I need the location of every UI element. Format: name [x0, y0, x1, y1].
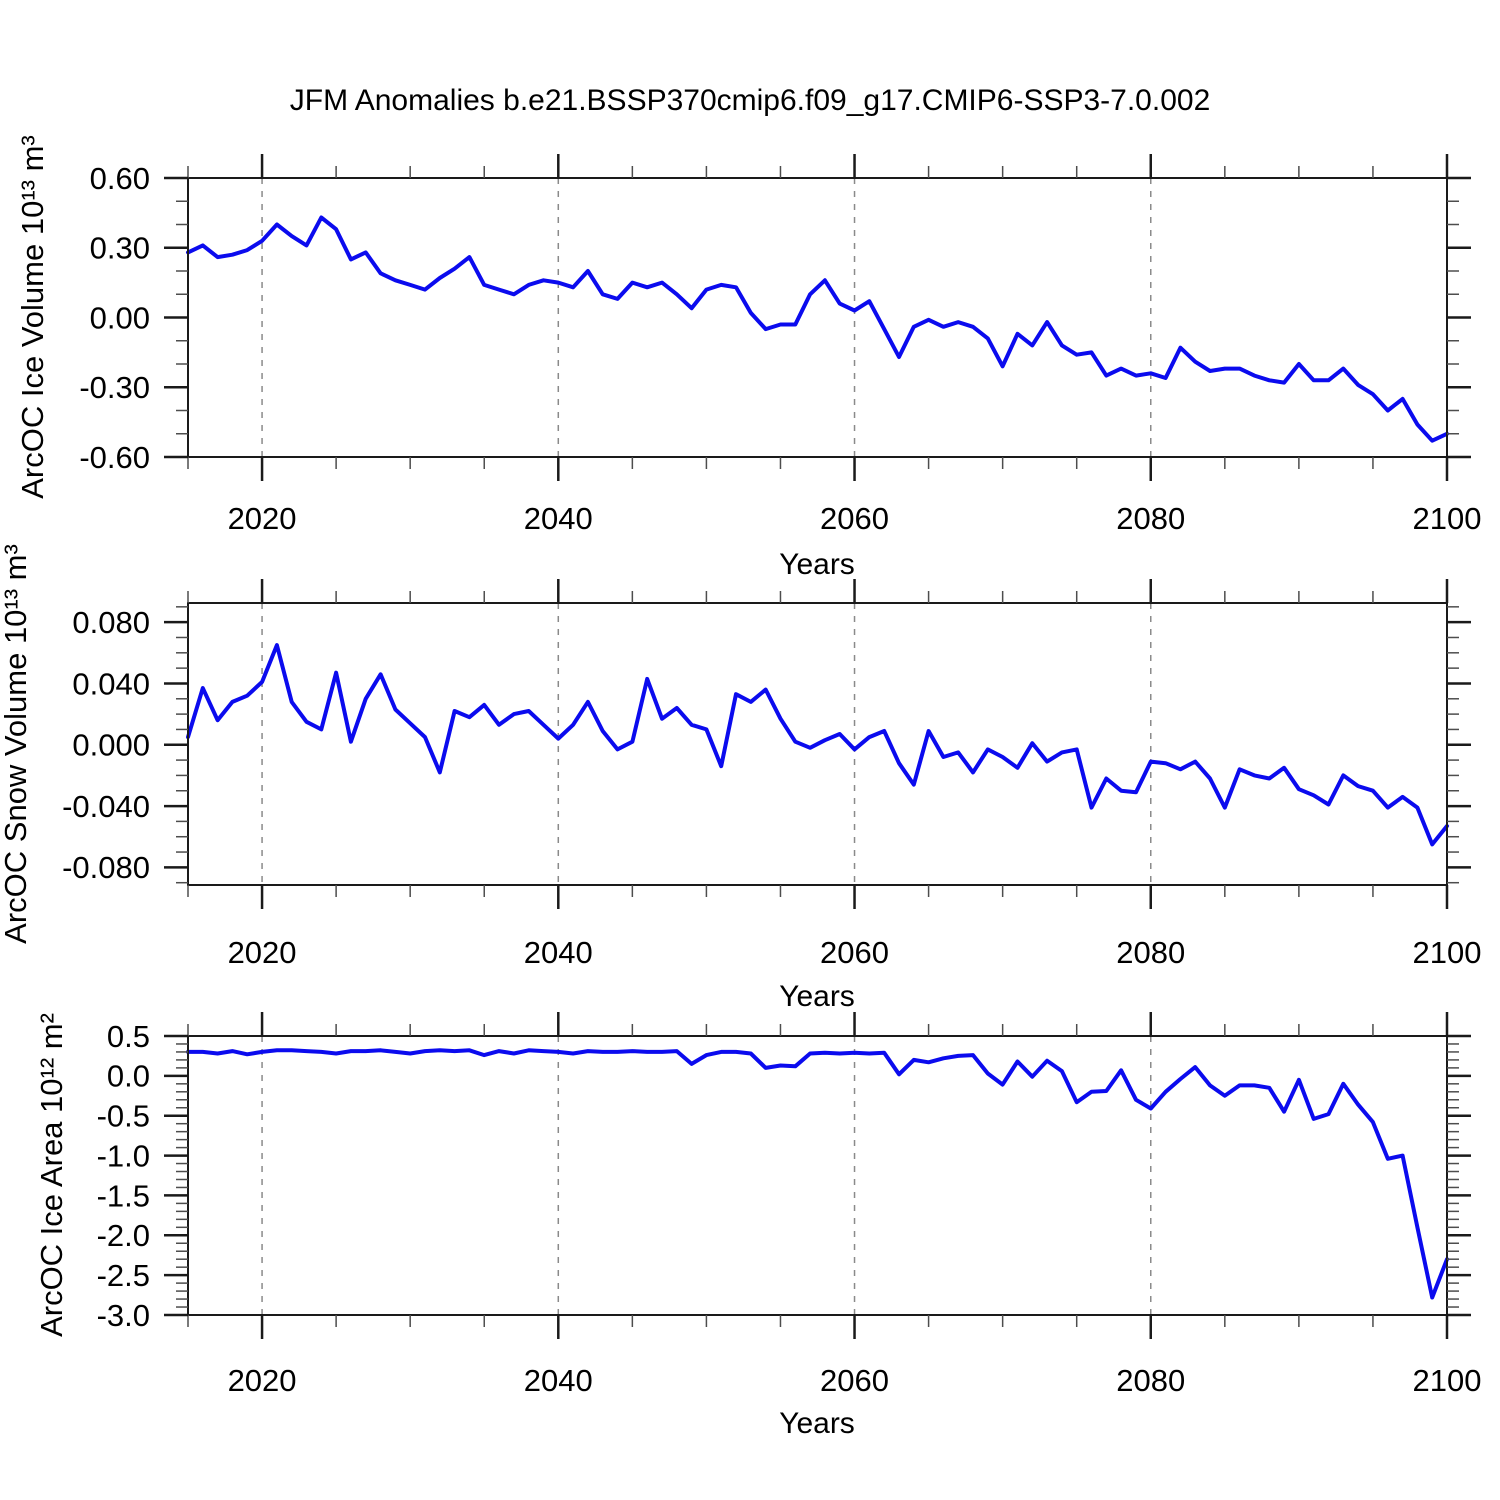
x-tick-label: 2020	[228, 935, 297, 970]
x-tick-label: 2060	[820, 1363, 889, 1398]
x-tick-label: 2040	[524, 1363, 593, 1398]
panel-ice-area: 2020 2040 2060 2080 2100 0.5 0.0 -0.5 -1.0 -1.5 -2…	[97, 1012, 1482, 1398]
y-tick-label: -3.0	[97, 1298, 150, 1333]
panel3-x-axis-label: Years	[779, 1407, 855, 1440]
y-tick-label: 0.000	[72, 728, 150, 763]
x-tick-label: 2100	[1413, 1363, 1482, 1398]
x-tick-label: 2100	[1413, 501, 1482, 536]
y-tick-label: -0.5	[97, 1099, 150, 1134]
x-tick-label: 2100	[1413, 935, 1482, 970]
y-tick-label: 0.040	[72, 666, 150, 701]
x-tick-label: 2040	[524, 935, 593, 970]
series-line	[186, 1048, 1449, 1300]
y-tick-label: -0.60	[79, 440, 150, 475]
panel-ice-volume: 2020 2040 2060 2080 2100 0.60 0.30 0.00 -0.30 -0.…	[79, 154, 1481, 536]
panel1-x-axis-label: Years	[779, 548, 855, 581]
chart-title: JFM Anomalies b.e21.BSSP370cmip6.f09_g17…	[289, 84, 1211, 117]
y-tick-label: 0.080	[72, 605, 150, 640]
x-tick-label: 2020	[228, 501, 297, 536]
panel2-x-axis-label: Years	[779, 980, 855, 1013]
x-tick-label: 2060	[820, 501, 889, 536]
panel-snow-volume: 2020 2040 2060 2080 2100 0.080 0.040 0.000 -0.04…	[62, 579, 1481, 970]
x-tick-label: 2080	[1116, 501, 1185, 536]
x-tick-label: 2040	[524, 501, 593, 536]
y-tick-label: 0.0	[107, 1059, 150, 1094]
x-tick-label: 2080	[1116, 1363, 1185, 1398]
x-tick-label: 2020	[228, 1363, 297, 1398]
x-tick-label: 2060	[820, 935, 889, 970]
y-tick-label: -1.5	[97, 1178, 150, 1213]
y-tick-label: 0.00	[90, 300, 150, 335]
y-tick-label: 0.60	[90, 161, 150, 196]
series-line	[186, 215, 1449, 443]
plot-border	[187, 1035, 1448, 1316]
y-tick-label: -0.30	[79, 370, 150, 405]
y-tick-label: 0.5	[107, 1019, 150, 1054]
series-line	[186, 643, 1449, 847]
y-tick-label: -0.040	[62, 789, 150, 824]
y-tick-label: -2.5	[97, 1258, 150, 1293]
plot-border	[187, 177, 1448, 458]
x-tick-label: 2080	[1116, 935, 1185, 970]
y-tick-label: 0.30	[90, 231, 150, 266]
y-tick-label: -0.080	[62, 850, 150, 885]
y-tick-label: -2.0	[97, 1218, 150, 1253]
y-tick-label: -1.0	[97, 1138, 150, 1173]
